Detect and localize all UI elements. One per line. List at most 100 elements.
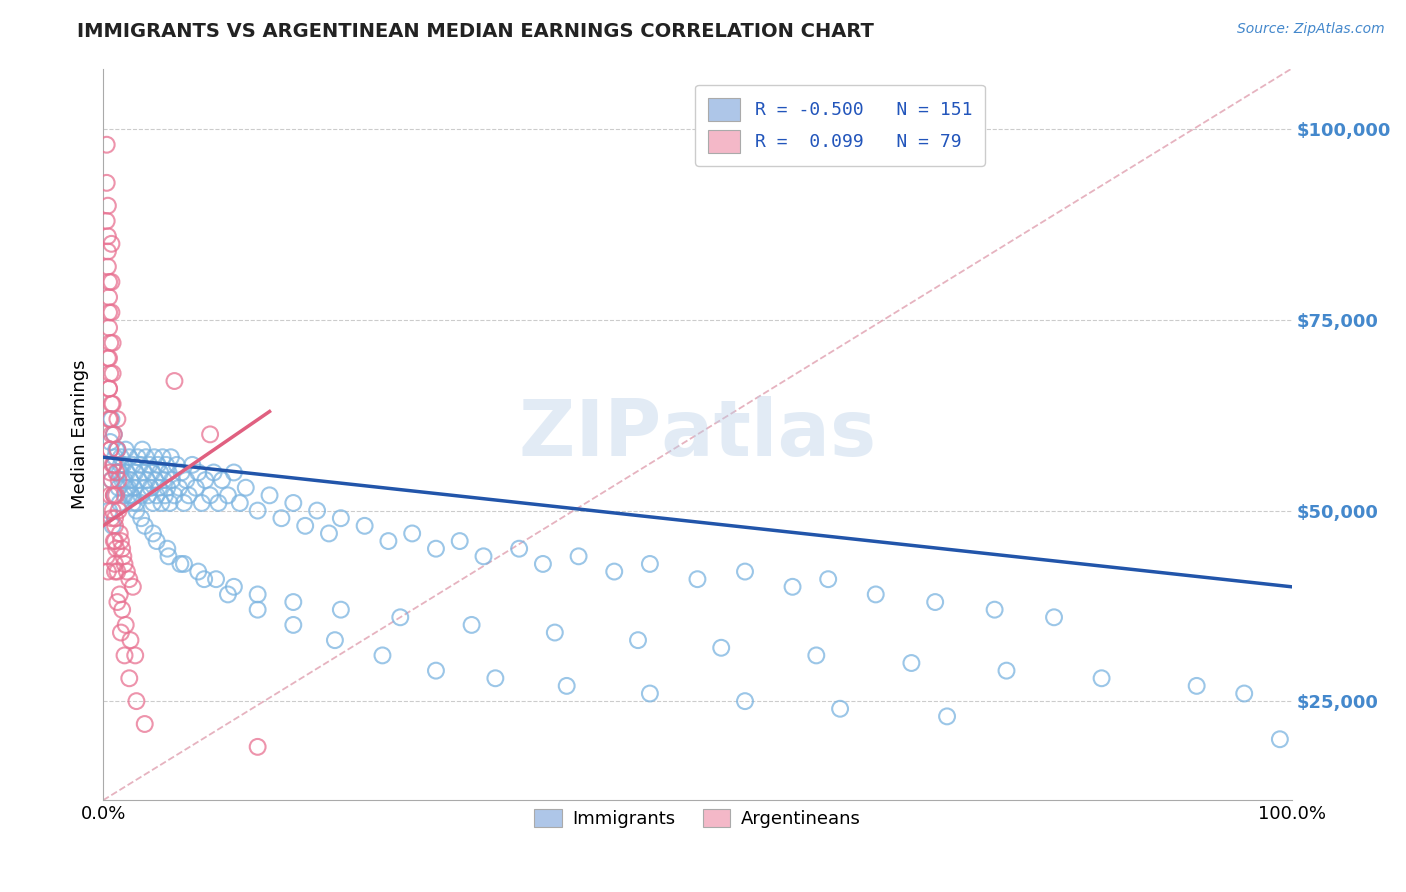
Point: [101, 518, 124, 533]
Point: [104, 534, 127, 549]
Point: [389, 610, 412, 624]
Point: [117, 481, 139, 495]
Point: [103, 488, 125, 502]
Point: [141, 466, 163, 480]
Point: [98, 808, 121, 822]
Point: [283, 618, 305, 632]
Point: [96, 176, 118, 190]
Point: [246, 587, 269, 601]
Point: [222, 466, 245, 480]
Point: [167, 481, 190, 495]
Point: [142, 526, 165, 541]
Point: [995, 664, 1018, 678]
Point: [163, 374, 186, 388]
Point: [107, 481, 129, 495]
Point: [122, 481, 145, 495]
Point: [128, 473, 150, 487]
Point: [108, 587, 131, 601]
Point: [105, 488, 128, 502]
Point: [96, 214, 118, 228]
Point: [283, 595, 305, 609]
Point: [124, 648, 146, 663]
Point: [98, 320, 121, 334]
Point: [131, 442, 153, 457]
Point: [449, 534, 471, 549]
Point: [105, 412, 128, 426]
Point: [98, 351, 121, 366]
Point: [112, 458, 135, 472]
Point: [100, 473, 122, 487]
Point: [782, 580, 804, 594]
Point: [205, 572, 228, 586]
Point: [544, 625, 567, 640]
Point: [98, 275, 121, 289]
Point: [120, 633, 142, 648]
Point: [734, 565, 756, 579]
Point: [211, 473, 233, 487]
Point: [101, 367, 124, 381]
Point: [150, 496, 173, 510]
Point: [191, 496, 214, 510]
Point: [329, 511, 352, 525]
Point: [638, 557, 661, 571]
Point: [152, 473, 174, 487]
Point: [97, 351, 120, 366]
Point: [145, 534, 167, 549]
Point: [98, 435, 121, 450]
Point: [145, 488, 167, 502]
Point: [329, 602, 352, 616]
Point: [166, 458, 188, 472]
Point: [105, 466, 128, 480]
Point: [97, 260, 120, 274]
Point: [100, 305, 122, 319]
Point: [104, 450, 127, 465]
Point: [169, 557, 191, 571]
Point: [105, 442, 128, 457]
Point: [460, 618, 482, 632]
Point: [97, 244, 120, 259]
Point: [401, 526, 423, 541]
Point: [207, 496, 229, 510]
Point: [603, 565, 626, 579]
Point: [246, 503, 269, 517]
Text: Source: ZipAtlas.com: Source: ZipAtlas.com: [1237, 22, 1385, 37]
Point: [270, 511, 292, 525]
Point: [112, 549, 135, 564]
Point: [138, 458, 160, 472]
Point: [114, 488, 136, 502]
Point: [294, 518, 316, 533]
Point: [118, 488, 141, 502]
Point: [104, 518, 127, 533]
Point: [508, 541, 530, 556]
Point: [100, 236, 122, 251]
Point: [98, 382, 121, 396]
Point: [222, 580, 245, 594]
Point: [104, 565, 127, 579]
Point: [686, 572, 709, 586]
Point: [103, 427, 125, 442]
Point: [156, 481, 179, 495]
Point: [135, 450, 157, 465]
Point: [806, 648, 828, 663]
Point: [157, 549, 180, 564]
Point: [100, 397, 122, 411]
Point: [121, 580, 143, 594]
Point: [323, 633, 346, 648]
Point: [108, 526, 131, 541]
Point: [160, 450, 183, 465]
Point: [1268, 732, 1291, 747]
Point: [627, 633, 650, 648]
Point: [353, 518, 375, 533]
Point: [97, 199, 120, 213]
Point: [129, 488, 152, 502]
Point: [149, 466, 172, 480]
Point: [98, 442, 121, 457]
Point: [98, 488, 121, 502]
Point: [98, 412, 121, 426]
Point: [198, 488, 221, 502]
Point: [983, 602, 1005, 616]
Point: [118, 572, 141, 586]
Point: [217, 587, 239, 601]
Point: [103, 458, 125, 472]
Point: [155, 458, 177, 472]
